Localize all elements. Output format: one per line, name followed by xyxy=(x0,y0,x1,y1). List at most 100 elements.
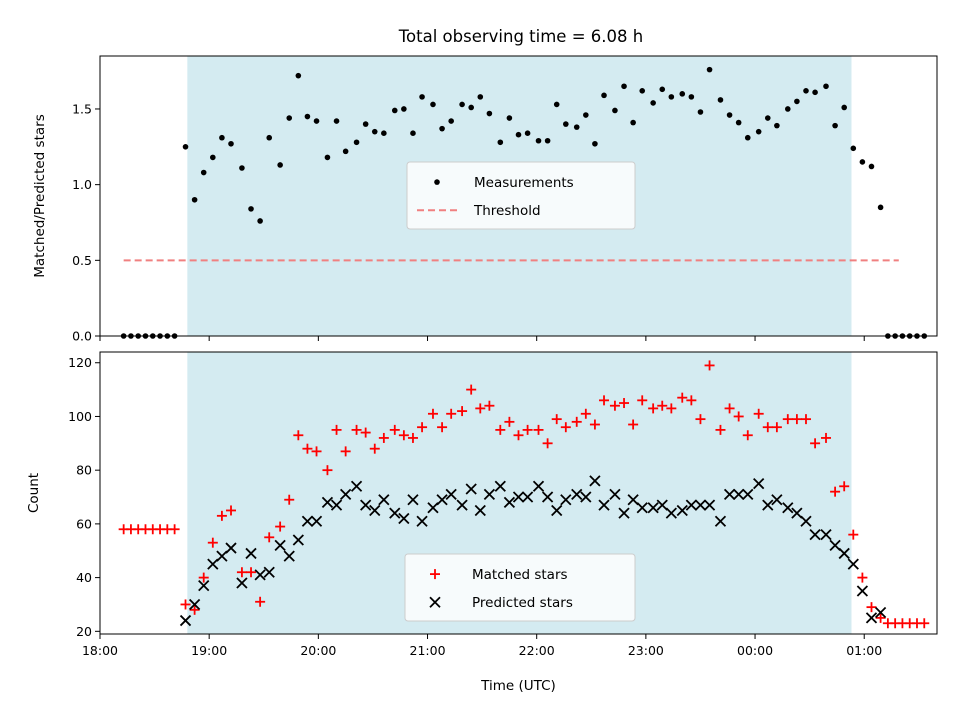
matched-star-point xyxy=(648,403,659,414)
predicted-star-point xyxy=(874,606,887,619)
measurements-series xyxy=(120,66,928,339)
count-y-axis-ticks: 20 40 60 80 100 120 xyxy=(68,355,100,639)
predicted-star-point xyxy=(627,494,639,506)
measurement-point xyxy=(764,115,771,121)
matched-star-point xyxy=(457,406,468,417)
matched-star-point xyxy=(522,424,533,435)
predicted-star-point xyxy=(407,494,419,506)
matched-star-point xyxy=(609,400,620,411)
measurement-point xyxy=(650,100,656,106)
predicted-star-point xyxy=(283,550,295,562)
measurement-point xyxy=(248,206,254,212)
matched-star-point xyxy=(782,414,793,425)
predicted-star-point xyxy=(723,488,736,500)
measurement-point xyxy=(688,94,695,100)
matched-star-point xyxy=(302,443,313,454)
measurement-point xyxy=(812,89,818,96)
measurement-point xyxy=(573,124,580,130)
matched-star-point xyxy=(369,443,380,454)
matched-star-point xyxy=(389,424,400,435)
predicted-star-point xyxy=(350,480,363,492)
matched-star-point xyxy=(360,427,371,438)
predicted-stars-series xyxy=(179,475,887,627)
predicted-star-point xyxy=(389,507,401,519)
predicted-star-point xyxy=(198,580,210,592)
matched-star-point xyxy=(216,510,227,521)
matched-star-point xyxy=(275,521,286,532)
count-x-tick-label: 01:00 xyxy=(846,643,882,658)
measurement-point xyxy=(832,122,838,129)
matched-star-point xyxy=(189,604,200,615)
measurement-point xyxy=(439,125,445,132)
predicted-star-point xyxy=(292,534,304,546)
measurement-point xyxy=(277,162,283,168)
predicted-star-point xyxy=(360,499,372,511)
measurement-point xyxy=(239,165,245,171)
measurement-point xyxy=(401,106,407,112)
measurement-point xyxy=(468,104,474,111)
measurement-point xyxy=(601,92,607,99)
predicted-star-point xyxy=(369,504,381,517)
predicted-star-point xyxy=(310,515,323,527)
matched-star-point xyxy=(311,446,322,457)
measurement-point xyxy=(228,140,234,147)
legend-predicted-label: Predicted stars xyxy=(472,595,573,611)
measurement-point xyxy=(191,196,198,203)
ratio-x-axis-ticks xyxy=(99,336,865,341)
legend-matched-label: Matched stars xyxy=(472,567,568,583)
count-x-tick-label: 23:00 xyxy=(628,643,664,658)
predicted-star-point xyxy=(225,542,237,554)
predicted-star-point xyxy=(589,475,601,487)
count-legend: Matched stars Predicted stars xyxy=(404,553,636,622)
measurement-point xyxy=(592,140,598,147)
ratio-legend: Measurements Threshold xyxy=(406,161,636,230)
matched-star-point xyxy=(866,602,877,613)
measurement-point xyxy=(755,128,762,135)
predicted-star-point xyxy=(483,488,496,500)
legend-measurements-dot xyxy=(434,179,440,185)
measurement-point xyxy=(371,128,378,135)
measurement-point xyxy=(535,137,542,144)
predicted-star-point xyxy=(551,504,563,517)
matched-star-point xyxy=(810,438,821,449)
predicted-star-point xyxy=(301,515,314,527)
ratio-y-axis-label: Matched/Predicted stars xyxy=(32,114,48,277)
predicted-star-point xyxy=(820,528,832,541)
count-y-tick-label: 120 xyxy=(68,355,92,370)
ratio-panel: 0.0 0.5 1.0 1.5 Matched/Predicted stars Mea… xyxy=(32,55,938,344)
figure-title: Total observing time = 6.08 h xyxy=(398,27,643,46)
measurement-point xyxy=(877,204,884,211)
matched-star-point xyxy=(919,618,930,629)
matched-star-point xyxy=(821,432,832,443)
matched-star-point xyxy=(169,524,180,535)
measurement-point xyxy=(304,113,311,120)
predicted-star-point xyxy=(694,499,707,511)
measurement-point xyxy=(324,154,331,161)
predicted-star-point xyxy=(532,480,545,492)
predicted-star-point xyxy=(676,504,688,517)
measurement-point xyxy=(744,134,751,141)
matched-star-point xyxy=(417,422,428,433)
measurement-point xyxy=(583,112,589,118)
count-x-tick-label: 19:00 xyxy=(191,643,227,658)
predicted-star-point xyxy=(800,515,812,527)
predicted-star-point xyxy=(340,488,352,500)
matched-star-point xyxy=(398,430,409,441)
predicted-star-point xyxy=(847,558,859,570)
predicted-star-point xyxy=(445,488,457,500)
matched-star-point xyxy=(351,424,362,435)
measurement-point xyxy=(544,137,551,144)
matched-star-point xyxy=(437,422,448,433)
matched-star-point xyxy=(236,567,247,578)
matched-star-point xyxy=(378,432,389,443)
matched-star-point xyxy=(246,567,257,578)
count-x-axis-ticks: 18:00 19:00 20:00 21:00 22:00 23:00 00:00 01:00 xyxy=(82,634,882,658)
predicted-star-point xyxy=(809,528,821,541)
measurement-point xyxy=(823,83,829,90)
predicted-star-point xyxy=(321,496,334,509)
measurement-point xyxy=(794,98,800,105)
matched-star-point xyxy=(226,505,237,516)
matched-star-point xyxy=(180,599,191,610)
predicted-star-point xyxy=(494,480,506,492)
measurement-point xyxy=(353,139,360,146)
